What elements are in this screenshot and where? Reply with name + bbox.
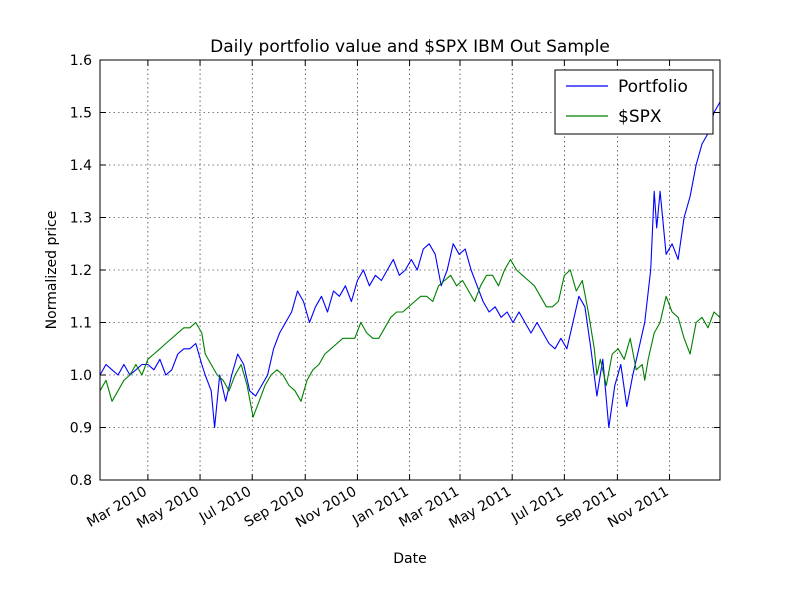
- legend-label-portfolio: Portfolio: [618, 77, 688, 97]
- legend: Portfolio $SPX: [554, 69, 714, 135]
- x-axis-label: Date: [393, 551, 426, 567]
- y-axis-label: Normalized price: [44, 211, 60, 330]
- y-tick-label: 1.3: [70, 211, 92, 227]
- y-tick-label: 1.4: [70, 158, 92, 174]
- series-line-portfolio: [99, 101, 721, 429]
- chart-title: Daily portfolio value and $SPX IBM Out S…: [210, 37, 610, 57]
- y-tick-label: 1.6: [70, 53, 92, 69]
- y-tick-label: 0.8: [70, 473, 92, 489]
- legend-label-spx: $SPX: [618, 107, 662, 127]
- y-tick-label: 1.0: [70, 368, 92, 384]
- y-tick-label: 1.2: [70, 263, 92, 279]
- series-layer: [99, 101, 721, 429]
- y-tick-label: 1.1: [70, 316, 92, 332]
- series-line-spx: [99, 258, 721, 418]
- legend-box: [554, 69, 714, 135]
- y-tick-label: 0.9: [70, 421, 92, 437]
- y-tick-label: 1.5: [70, 106, 92, 122]
